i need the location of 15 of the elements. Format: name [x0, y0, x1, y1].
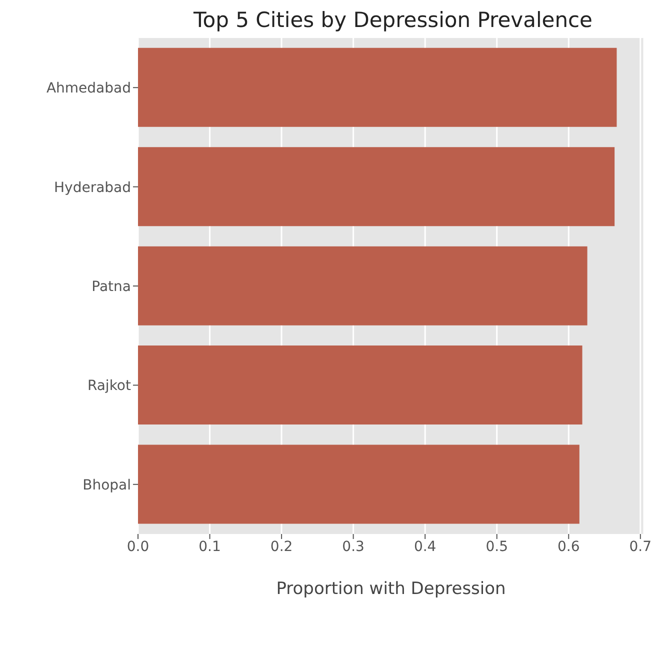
y-tick-label: Patna: [92, 278, 131, 295]
y-tick-label: Bhopal: [82, 477, 131, 494]
x-tick-label: 0.1: [198, 538, 221, 555]
y-tick-label: Rajkot: [87, 378, 132, 394]
x-tick-label: 0.7: [629, 538, 652, 555]
x-tick-label: 0.6: [558, 538, 580, 555]
x-tick-label: 0.4: [414, 538, 436, 555]
chart-title: Top 5 Cities by Depression Prevalence: [192, 8, 594, 32]
x-tick-label: 0.2: [270, 538, 293, 555]
x-tick-label: 0.5: [486, 538, 508, 555]
x-tick-label: 0.3: [342, 538, 364, 555]
y-tick-label: Ahmedabad: [46, 80, 131, 97]
x-axis-title: Proportion with Depression: [276, 579, 506, 599]
y-tick-label: Hyderabad: [54, 180, 131, 196]
x-tick-label: 0.0: [126, 538, 150, 555]
